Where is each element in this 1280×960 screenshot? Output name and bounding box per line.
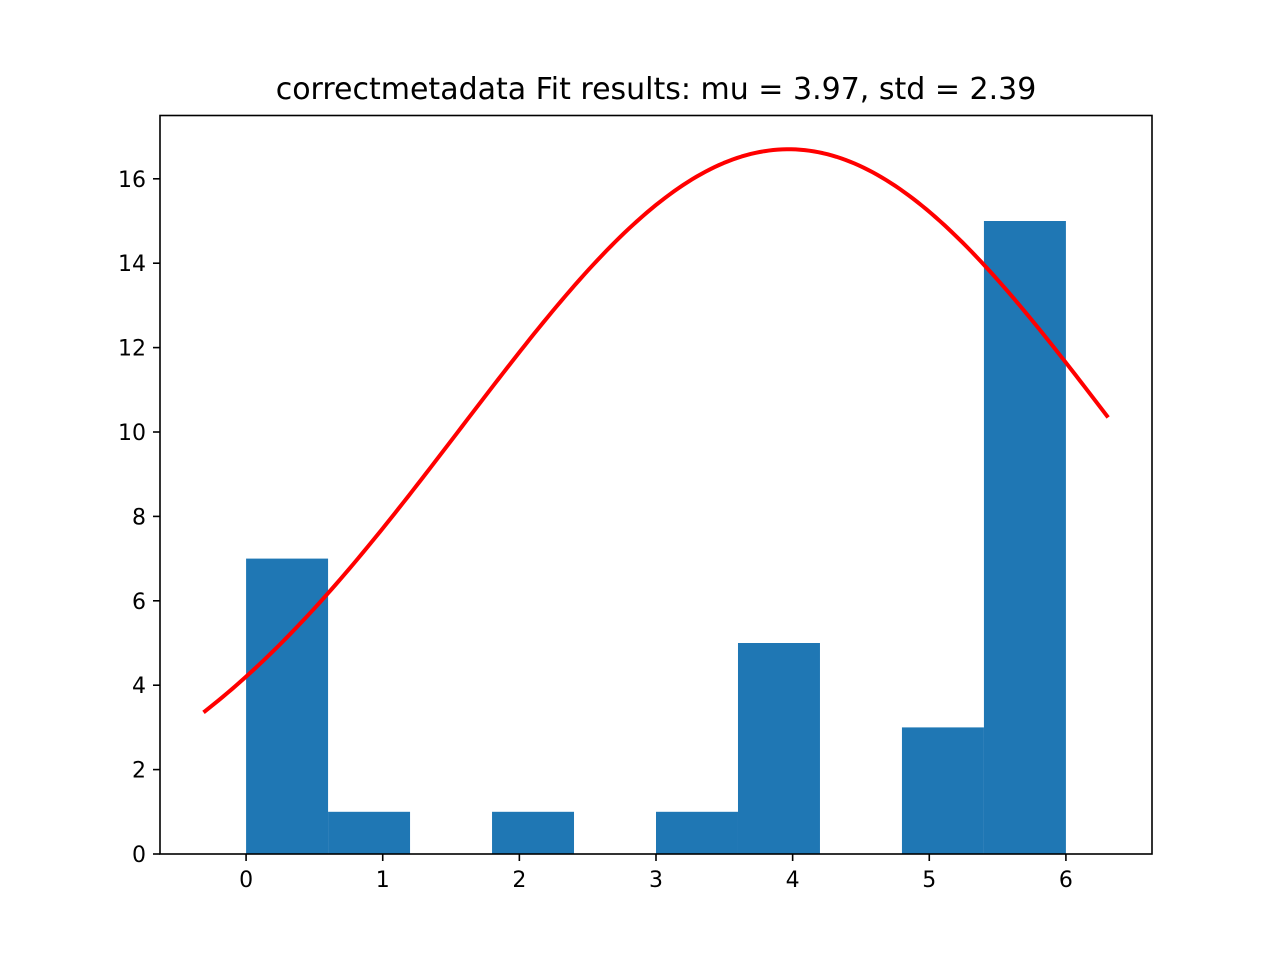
x-tick-label: 3 [649,868,663,893]
histogram-bar [246,558,329,854]
x-tick-label: 5 [922,868,936,893]
x-tick-label: 6 [1059,868,1073,893]
y-axis: 0 2 4 6 8 10 12 14 16 [118,168,160,868]
fit-curve-line [202,147,1110,714]
histogram-bar [328,811,411,854]
y-tick-label: 6 [132,590,146,615]
histogram-bar [737,643,820,854]
x-tick-label: 0 [239,868,253,893]
x-tick-label: 4 [786,868,800,893]
y-tick-label: 2 [132,759,146,784]
chart-title: correctmetadata Fit results: mu = 3.97, … [276,72,1037,107]
x-axis: 0 1 2 3 4 5 6 [239,854,1073,893]
histogram-bars [246,221,1066,854]
y-tick-label: 8 [132,505,146,530]
histogram-bar [983,221,1066,854]
histogram-bar [492,811,575,854]
y-tick-label: 10 [118,421,146,446]
fit-curve-layer [202,147,1110,714]
x-tick-label: 1 [376,868,390,893]
y-tick-label: 0 [132,843,146,868]
y-tick-label: 16 [118,168,146,193]
x-tick-label: 2 [512,868,526,893]
y-tick-label: 12 [118,337,146,362]
histogram-bar [656,811,738,854]
y-tick-label: 4 [132,674,146,699]
y-tick-label: 14 [118,252,146,277]
histogram-bar [901,727,984,854]
